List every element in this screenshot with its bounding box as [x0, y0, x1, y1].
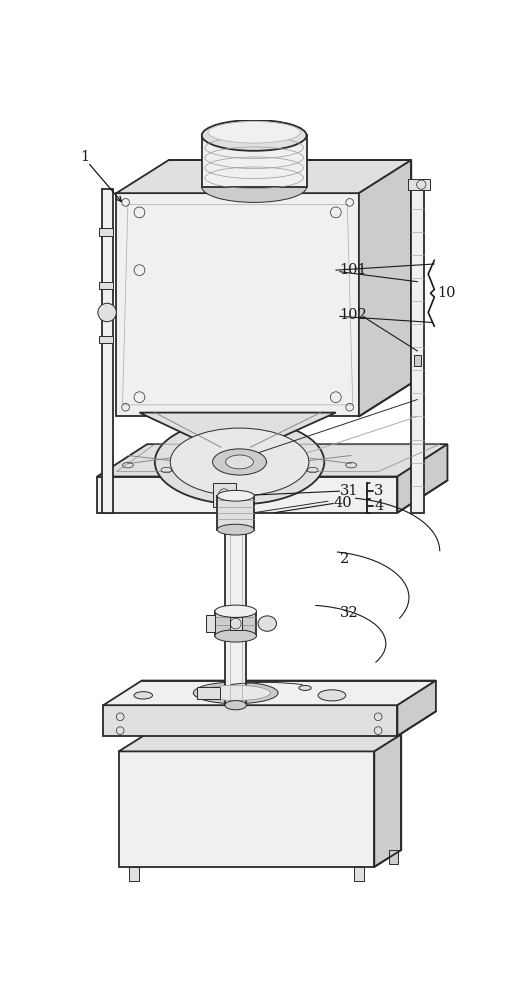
Polygon shape: [97, 444, 447, 477]
Ellipse shape: [215, 630, 256, 642]
Ellipse shape: [202, 120, 307, 151]
Ellipse shape: [134, 692, 152, 699]
Ellipse shape: [225, 701, 246, 710]
Ellipse shape: [193, 682, 278, 704]
Ellipse shape: [318, 690, 346, 701]
Polygon shape: [99, 336, 112, 343]
Ellipse shape: [170, 428, 309, 496]
Polygon shape: [206, 615, 215, 632]
Ellipse shape: [202, 172, 307, 202]
Ellipse shape: [155, 420, 324, 504]
Polygon shape: [197, 687, 220, 699]
Polygon shape: [129, 867, 139, 881]
Polygon shape: [116, 160, 411, 193]
Ellipse shape: [217, 490, 254, 501]
Text: 4: 4: [374, 499, 384, 513]
Text: 1: 1: [80, 150, 89, 164]
Polygon shape: [397, 681, 436, 736]
Text: 32: 32: [340, 606, 358, 620]
Polygon shape: [215, 611, 256, 636]
Polygon shape: [116, 193, 359, 416]
Ellipse shape: [213, 449, 267, 475]
Ellipse shape: [258, 616, 277, 631]
Polygon shape: [139, 413, 336, 451]
Text: 3: 3: [374, 484, 384, 498]
Polygon shape: [217, 496, 254, 530]
Text: 102: 102: [340, 308, 368, 322]
Ellipse shape: [98, 303, 116, 322]
Polygon shape: [102, 189, 112, 513]
Polygon shape: [229, 617, 242, 630]
Polygon shape: [389, 850, 398, 864]
Polygon shape: [374, 734, 401, 867]
Text: 40: 40: [333, 496, 352, 510]
Ellipse shape: [208, 122, 301, 143]
Polygon shape: [119, 751, 374, 867]
Text: 31: 31: [340, 484, 358, 498]
Polygon shape: [99, 282, 112, 289]
Polygon shape: [103, 681, 436, 705]
Polygon shape: [202, 135, 307, 187]
Ellipse shape: [225, 504, 246, 513]
Text: 10: 10: [437, 286, 456, 300]
Polygon shape: [213, 483, 236, 507]
Polygon shape: [97, 477, 397, 513]
Polygon shape: [359, 160, 411, 416]
Ellipse shape: [201, 685, 270, 701]
Polygon shape: [99, 228, 112, 235]
Polygon shape: [354, 867, 363, 881]
Text: 2: 2: [340, 552, 349, 566]
Ellipse shape: [217, 524, 254, 535]
Polygon shape: [103, 705, 397, 736]
Polygon shape: [397, 444, 447, 513]
Ellipse shape: [215, 605, 256, 617]
Polygon shape: [411, 189, 424, 513]
Text: 101: 101: [340, 263, 367, 277]
Polygon shape: [119, 734, 401, 751]
Polygon shape: [408, 179, 430, 190]
Ellipse shape: [226, 455, 253, 469]
Polygon shape: [225, 509, 246, 705]
Ellipse shape: [299, 685, 311, 690]
Polygon shape: [413, 355, 421, 366]
